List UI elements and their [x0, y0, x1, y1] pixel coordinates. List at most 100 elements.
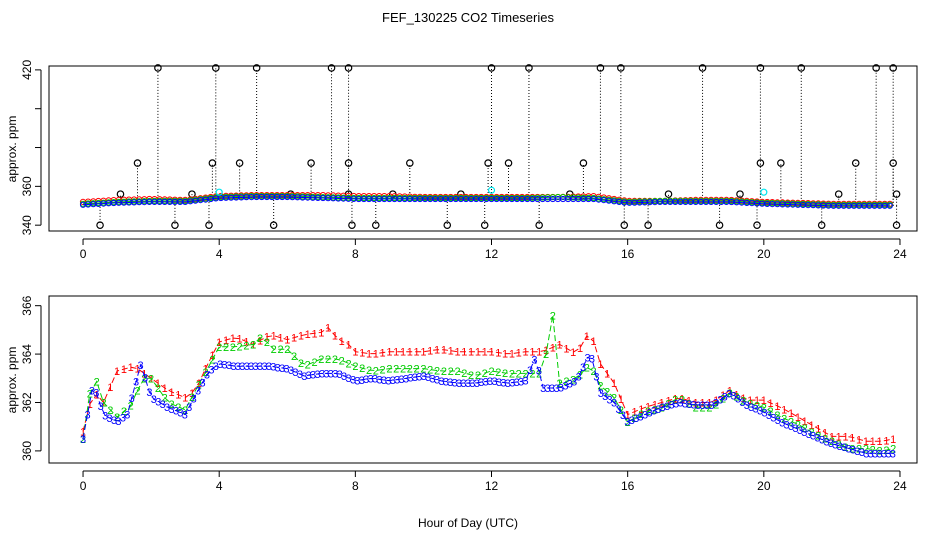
- spike-point: [834, 190, 843, 198]
- series-label-3: 3: [722, 391, 728, 403]
- spike-point: [889, 64, 897, 72]
- series-label-1: 1: [325, 323, 331, 335]
- series-label-1: 1: [815, 424, 821, 436]
- baseline-point-3: [886, 202, 893, 209]
- series-label-2: 2: [611, 393, 617, 405]
- series-label-1: 1: [740, 393, 746, 405]
- series-label-2: 2: [584, 362, 590, 374]
- x-tick-label: 24: [893, 247, 907, 261]
- spike-point: [484, 159, 492, 167]
- series-label-1: 1: [250, 339, 256, 351]
- spike-point: [307, 159, 315, 167]
- series-label-3: 3: [713, 398, 719, 410]
- series-label-2: 2: [693, 402, 699, 414]
- series-label-2: 2: [720, 394, 726, 406]
- series-label-2: 2: [604, 387, 610, 399]
- series-label-2: 2: [863, 444, 869, 456]
- series-label-1: 1: [700, 398, 706, 410]
- y-tick-label: 420: [20, 60, 34, 80]
- series-label-2: 2: [638, 409, 644, 421]
- series-label-1: 1: [311, 328, 317, 340]
- series-label-1: 1: [427, 346, 433, 358]
- series-label-3: 3: [669, 400, 675, 412]
- series-label-3: 3: [863, 448, 869, 460]
- series-label-2: 2: [209, 355, 215, 367]
- series-label-2: 2: [298, 358, 304, 370]
- series-label-3: 3: [792, 423, 798, 435]
- series-label-1: 1: [148, 373, 154, 385]
- spike-point: [171, 221, 179, 229]
- series-label-3: 3: [770, 413, 776, 425]
- series-label-1: 1: [216, 337, 222, 349]
- series-label-1: 1: [638, 404, 644, 416]
- series-label-3: 3: [518, 376, 524, 388]
- series-label-1: 1: [883, 435, 889, 447]
- series-label-1: 1: [713, 395, 719, 407]
- series-label-2: 2: [427, 365, 433, 377]
- series-label-1: 1: [475, 347, 481, 359]
- series-label-3: 3: [748, 402, 754, 414]
- series-label-3: 3: [487, 376, 493, 388]
- spike-point: [753, 221, 761, 229]
- series-label-3: 3: [483, 377, 489, 389]
- series-label-1: 1: [836, 431, 842, 443]
- series-label-2: 2: [591, 366, 597, 378]
- series-label-2: 2: [795, 419, 801, 431]
- series-label-3: 3: [425, 372, 431, 384]
- series-label-3: 3: [806, 429, 812, 441]
- series-label-3: 3: [571, 377, 577, 389]
- series-label-1: 1: [345, 339, 351, 351]
- series-label-1: 1: [529, 347, 535, 359]
- series-label-2: 2: [175, 402, 181, 414]
- series-label-1: 1: [482, 347, 488, 359]
- series-label-1: 1: [434, 345, 440, 357]
- series-label-1: 1: [536, 347, 542, 359]
- top-y-axis-label: approx. ppm: [5, 116, 19, 183]
- series-label-1: 1: [488, 347, 494, 359]
- series-label-1: 1: [128, 362, 134, 374]
- series-label-3: 3: [841, 442, 847, 454]
- series-label-3: 3: [607, 394, 613, 406]
- series-label-2: 2: [94, 377, 100, 389]
- series-label-2: 2: [332, 354, 338, 366]
- series-label-1: 1: [652, 399, 658, 411]
- spike-point: [344, 159, 353, 167]
- series-label-2: 2: [509, 368, 515, 380]
- series-label-2: 2: [706, 402, 712, 414]
- series-label-3: 3: [155, 397, 161, 409]
- x-axis-label: Hour of Day (UTC): [418, 516, 518, 530]
- series-label-3: 3: [186, 402, 192, 414]
- series-label-3: 3: [837, 441, 843, 453]
- series-label-2: 2: [264, 337, 270, 349]
- series-label-3: 3: [129, 393, 135, 405]
- series-label-2: 2: [339, 355, 345, 367]
- series-label-3: 3: [660, 402, 666, 414]
- series-label-1: 1: [257, 336, 263, 348]
- series-label-2: 2: [747, 399, 753, 411]
- series-label-2: 2: [284, 344, 290, 356]
- series-label-2: 2: [856, 444, 862, 456]
- spike-point: [777, 159, 785, 167]
- series-label-1: 1: [461, 347, 467, 359]
- series-label-3: 3: [540, 383, 546, 395]
- x-tick-label: 16: [621, 479, 635, 493]
- series-label-3: 3: [536, 366, 542, 378]
- spike-point: [504, 159, 513, 167]
- series-label-1: 1: [849, 432, 855, 444]
- series-label-3: 3: [881, 448, 887, 460]
- series-label-2: 2: [352, 361, 358, 373]
- series-label-2: 2: [305, 360, 311, 372]
- spike-point: [211, 64, 220, 72]
- series-label-1: 1: [223, 335, 229, 347]
- series-label-2: 2: [80, 434, 86, 446]
- series-label-3: 3: [416, 372, 422, 384]
- series-label-3: 3: [633, 413, 639, 425]
- series-label-1: 1: [80, 427, 86, 439]
- y-tick-label: 340: [20, 215, 34, 235]
- series-label-2: 2: [168, 399, 174, 411]
- series-label-2: 2: [128, 400, 134, 412]
- series-label-3: 3: [664, 401, 670, 413]
- series-label-3: 3: [301, 371, 307, 383]
- spike-point: [644, 221, 652, 229]
